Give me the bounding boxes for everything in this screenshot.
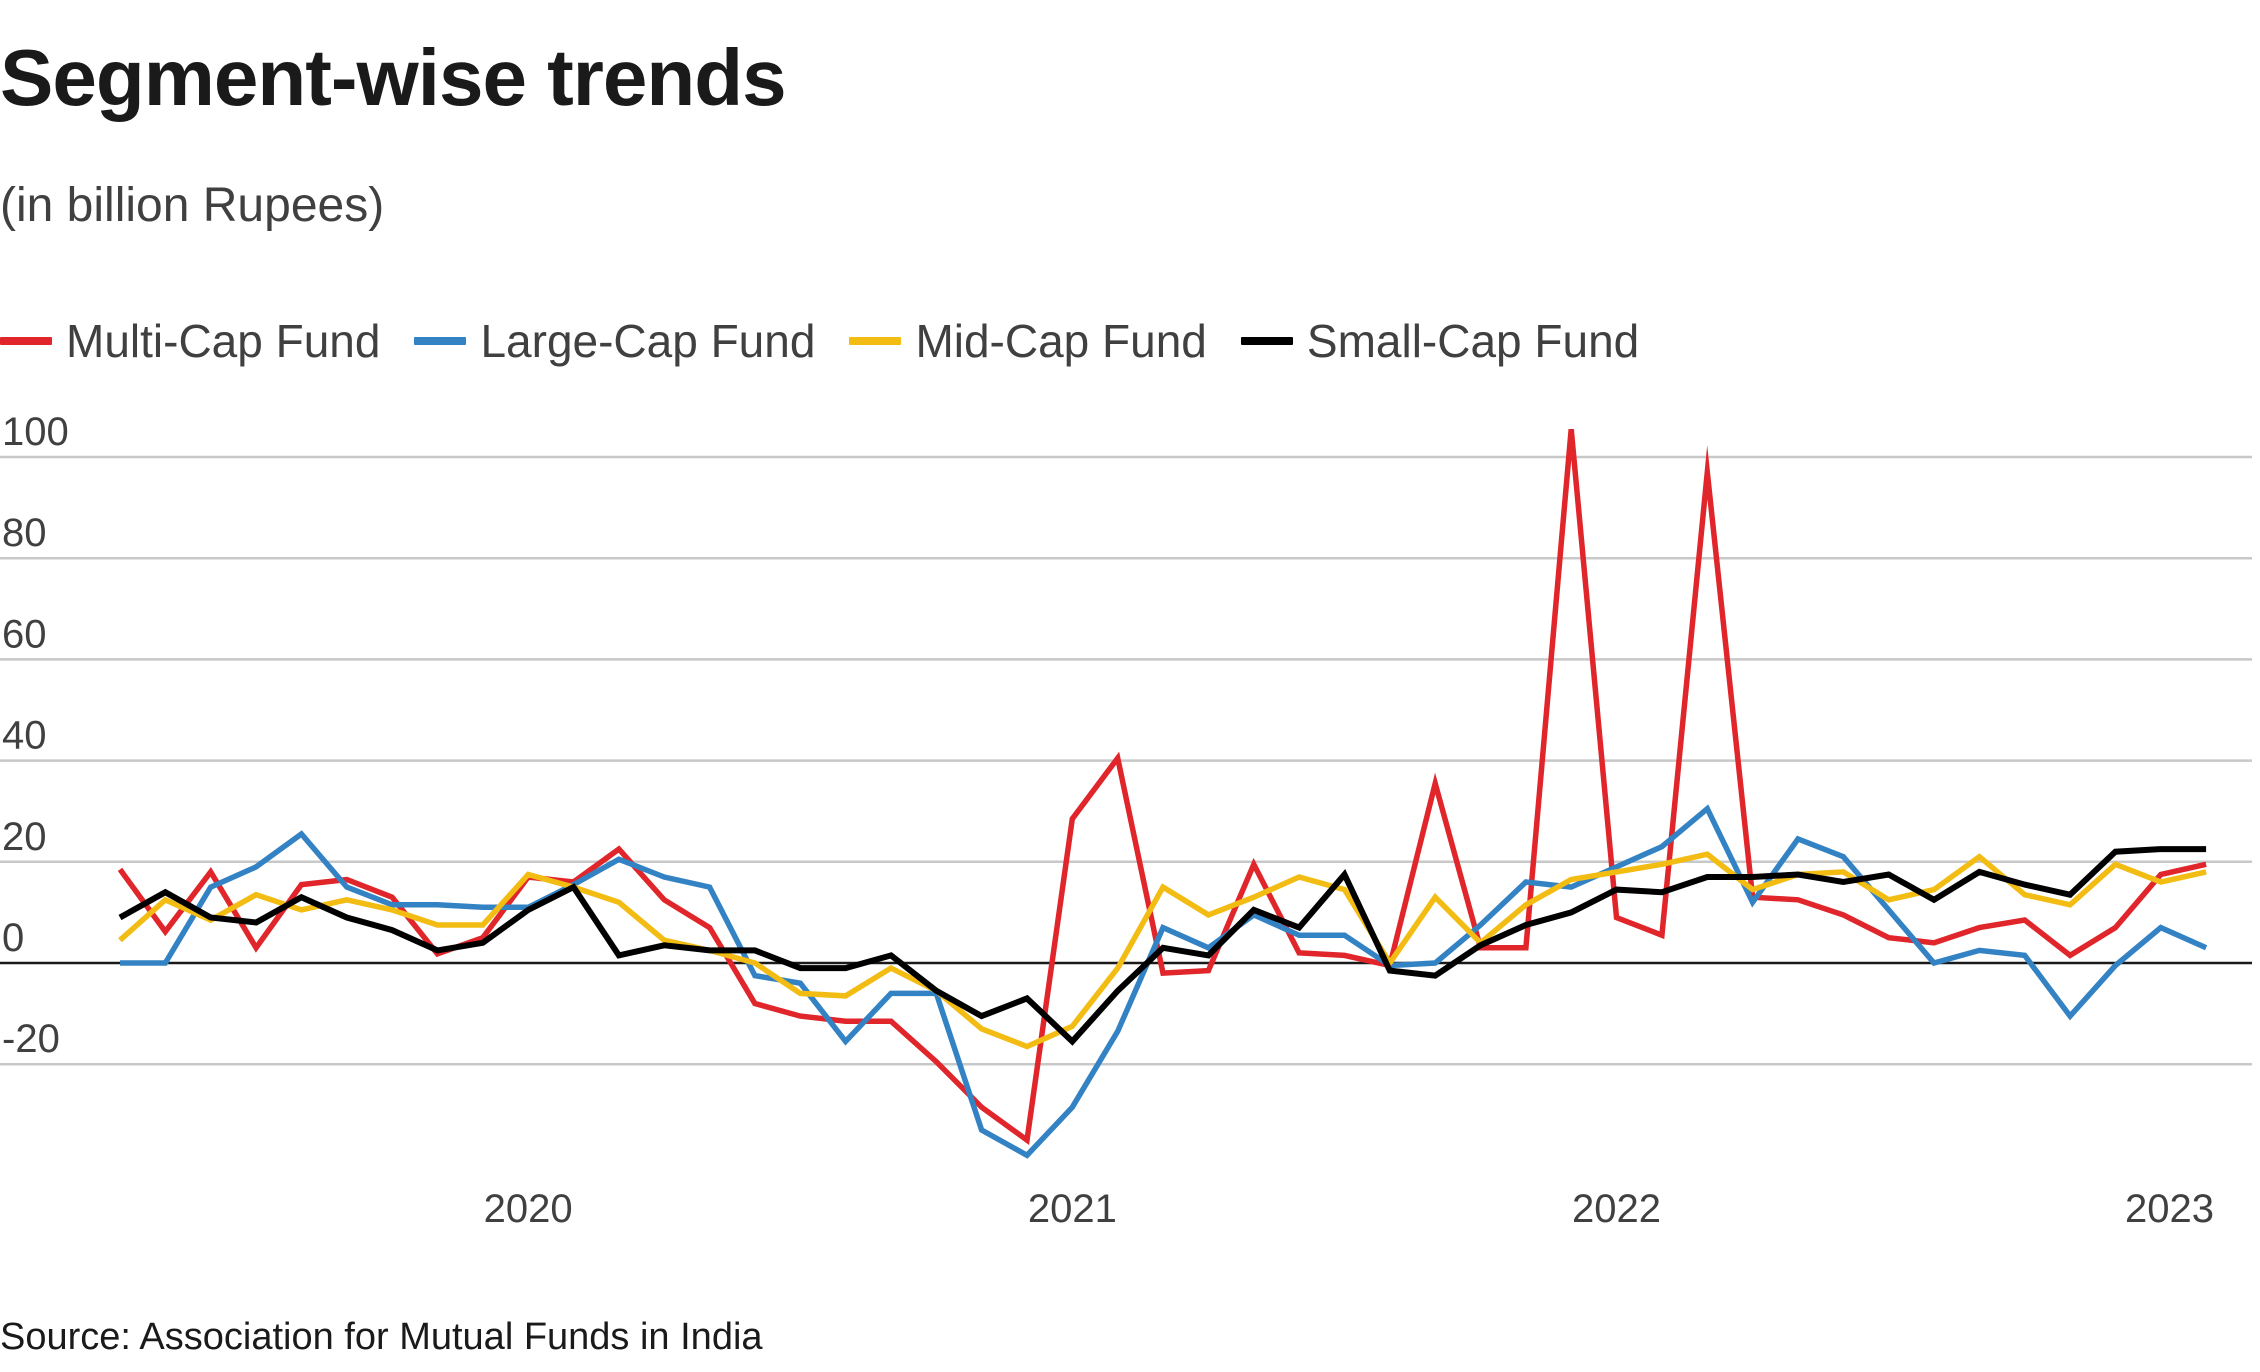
y-tick-label: 0 [2,916,24,960]
chart-title: Segment-wise trends [0,33,787,122]
legend-item-small-cap: Small-Cap Fund [1240,315,1640,367]
legend-label-large-cap: Large-Cap Fund [480,315,816,367]
y-tick-label: 60 [2,612,47,656]
series-line-multi-cap-fund [117,428,2207,1146]
legend-item-multi-cap: Multi-Cap Fund [0,318,380,364]
x-tick-label: 2020 [484,1187,573,1231]
legend-swatch-large-cap [414,337,467,345]
legend: Multi-Cap Fund Large-Cap Fund Mid-Cap Fu… [0,318,1673,364]
legend-label-multi-cap: Multi-Cap Fund [66,315,381,367]
y-tick-label: 40 [2,714,47,758]
x-tick-label: 2021 [1028,1187,1117,1231]
y-tick-label: 80 [2,511,47,555]
legend-label-small-cap: Small-Cap Fund [1306,315,1640,367]
series-layer [117,428,2208,1159]
legend-label-mid-cap: Mid-Cap Fund [915,315,1207,367]
series-line-small-cap-fund [118,846,2207,1046]
legend-swatch-multi-cap [0,337,52,345]
x-axis-ticks: 2020 2021 2022 2023 [484,1187,2214,1231]
y-tick-label: -20 [2,1017,60,1061]
legend-item-large-cap: Large-Cap Fund [414,318,815,364]
y-tick-label: 100 [2,410,69,454]
legend-swatch-mid-cap [849,337,902,345]
chart-subtitle: (in billion Rupees) [0,179,385,232]
legend-swatch-small-cap [1240,337,1293,345]
source-note: Source: Association for Mutual Funds in … [0,1316,763,1358]
x-tick-label: 2023 [2125,1187,2214,1231]
y-axis-ticks: -20 0 20 40 60 80 100 [2,410,69,1061]
y-tick-label: 20 [2,815,47,859]
legend-item-mid-cap: Mid-Cap Fund [849,315,1207,367]
grid-layer [0,455,2252,1066]
series-line-large-cap-fund [120,804,2208,1159]
x-tick-label: 2022 [1572,1187,1661,1231]
